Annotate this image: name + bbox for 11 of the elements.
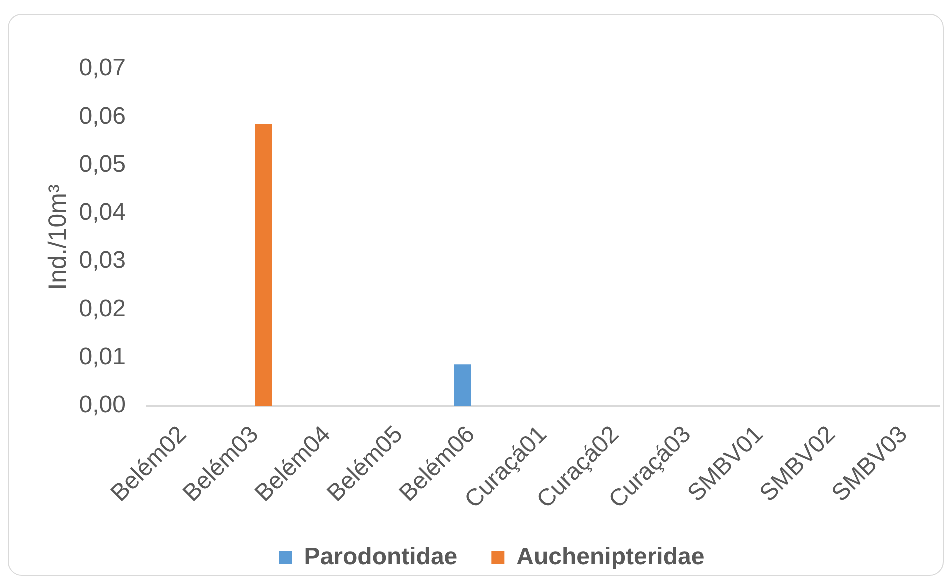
y-tick-label: 0,04 <box>79 199 126 226</box>
y-tick-label: 0,03 <box>79 247 126 274</box>
y-tick-label: 0,00 <box>79 392 126 419</box>
y-tick-label: 0,01 <box>79 343 126 370</box>
y-tick-label: 0,06 <box>79 102 126 130</box>
legend-label: Parodontidae <box>304 544 458 571</box>
y-axis-title: Ind./10m³ <box>44 184 72 290</box>
legend-label: Auchenipteridae <box>516 544 705 571</box>
y-tick-label: 0,05 <box>79 150 126 178</box>
y-tick-label: 0,07 <box>79 54 126 82</box>
y-tick-label: 0,02 <box>79 295 126 322</box>
